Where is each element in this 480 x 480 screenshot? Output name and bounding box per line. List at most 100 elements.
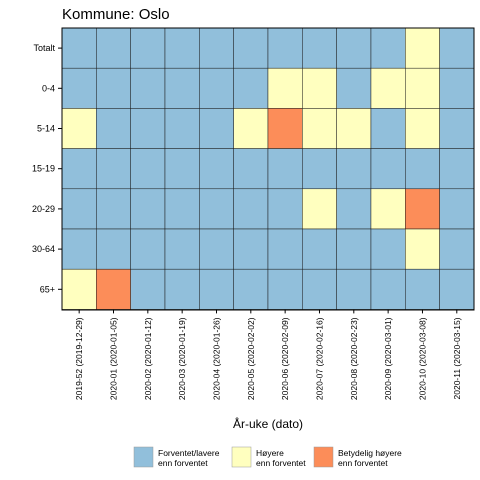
heatmap-cell: [336, 188, 372, 230]
heatmap-cell: [96, 268, 131, 310]
heatmap-cell: [302, 108, 337, 149]
heatmap-cell: [61, 27, 97, 69]
heatmap-cell: [96, 228, 131, 270]
heatmap-cell: [199, 108, 234, 149]
legend-label: enn forventet: [338, 458, 388, 468]
heatmap-cell: [96, 148, 131, 190]
heatmap-cell: [439, 268, 475, 310]
heatmap-cell: [61, 188, 97, 230]
chart-title: Kommune: Oslo: [62, 6, 170, 23]
legend-swatch: [133, 446, 154, 468]
heatmap-cell: [96, 108, 131, 149]
heatmap-cell: [233, 67, 269, 109]
heatmap-cell: [439, 67, 475, 109]
heatmap-cell: [164, 27, 200, 69]
heatmap-cell: [61, 67, 97, 109]
legend-label: Betydelig høyere: [338, 448, 402, 458]
legend-label: Forventet/lavere: [158, 448, 220, 458]
heatmap-cell: [164, 268, 200, 310]
heatmap-cell: [267, 268, 303, 310]
heatmap-cell: [233, 148, 269, 190]
heatmap-cell: [61, 108, 97, 149]
heatmap-cell: [302, 148, 337, 190]
heatmap-cell: [96, 27, 131, 69]
heatmap-cell: [130, 188, 166, 230]
x-tick-label: 2020-04 (2020-01-26): [211, 317, 221, 400]
heatmap-cell: [302, 228, 337, 270]
heatmap-cell: [336, 268, 372, 310]
heatmap-cell: [439, 188, 475, 230]
y-tick-label: Totalt: [33, 43, 55, 53]
heatmap-cell: [164, 188, 200, 230]
heatmap-cell: [370, 27, 406, 69]
x-tick-label: 2020-08 (2020-02-23): [349, 317, 359, 400]
heatmap-cell: [370, 228, 406, 270]
heatmap-cell: [439, 228, 475, 270]
heatmap-cell: [405, 67, 440, 109]
heatmap-cell: [164, 148, 200, 190]
heatmap-cell: [302, 268, 337, 310]
heatmap-cell: [370, 108, 406, 149]
x-tick-label: 2020-03 (2020-01-19): [177, 317, 187, 400]
x-tick-label: 2020-11 (2020-03-15): [452, 317, 462, 399]
heatmap-cell: [233, 228, 269, 270]
heatmap-cell: [130, 148, 166, 190]
legend-swatch: [313, 446, 334, 468]
heatmap-cell: [199, 188, 234, 230]
heatmap-cell: [199, 27, 234, 69]
heatmap-cell: [336, 148, 372, 190]
heatmap-cell: [199, 268, 234, 310]
heatmap-cell: [439, 148, 475, 190]
heatmap-cell: [199, 148, 234, 190]
y-tick-label: 65+: [40, 284, 55, 294]
heatmap-cell: [302, 188, 337, 230]
x-axis-title: År-uke (dato): [233, 416, 303, 431]
heatmap-cell: [61, 228, 97, 270]
heatmap-cell: [336, 228, 372, 270]
heatmap-cell: [405, 188, 440, 230]
y-tick-label: 30-64: [32, 244, 55, 254]
heatmap-cell: [130, 27, 166, 69]
heatmap-cell: [370, 188, 406, 230]
heatmap-cell: [267, 148, 303, 190]
heatmap-cell: [233, 268, 269, 310]
heatmap-cell: [267, 228, 303, 270]
heatmap-cell: [336, 27, 372, 69]
heatmap-cell: [96, 67, 131, 109]
heatmap-cell: [199, 67, 234, 109]
heatmap-cell: [405, 148, 440, 190]
heatmap-cell: [233, 27, 269, 69]
heatmap-cell: [439, 27, 475, 69]
x-tick-label: 2020-07 (2020-02-16): [314, 317, 324, 400]
heatmap-cell: [61, 268, 97, 310]
heatmap-cell: [130, 228, 166, 270]
heatmap-cell: [61, 148, 97, 190]
heatmap-cell: [267, 188, 303, 230]
x-tick-label: 2020-01 (2020-01-05): [108, 317, 118, 400]
heatmap-cell: [405, 27, 440, 69]
heatmap-cell: [233, 108, 269, 149]
heatmap-cell: [164, 228, 200, 270]
heatmap-cell: [405, 108, 440, 149]
legend-label: enn forventet: [158, 458, 208, 468]
heatmap-cell: [130, 67, 166, 109]
heatmap-cell: [302, 67, 337, 109]
x-tick-label: 2020-10 (2020-03-08): [417, 317, 427, 400]
heatmap-cell: [267, 27, 303, 69]
heatmap-cell: [439, 108, 475, 149]
x-tick-label: 2020-05 (2020-02-02): [246, 317, 256, 400]
legend-label: Høyere: [256, 448, 284, 458]
heatmap-cell: [267, 67, 303, 109]
heatmap-cell: [233, 188, 269, 230]
y-tick-label: 20-29: [32, 204, 55, 214]
heatmap-cell: [336, 67, 372, 109]
heatmap-cell: [164, 108, 200, 149]
heatmap-cell: [405, 228, 440, 270]
heatmap-cell: [164, 67, 200, 109]
heatmap-cell: [370, 268, 406, 310]
heatmap-cell: [130, 268, 166, 310]
legend-swatch: [231, 446, 252, 468]
